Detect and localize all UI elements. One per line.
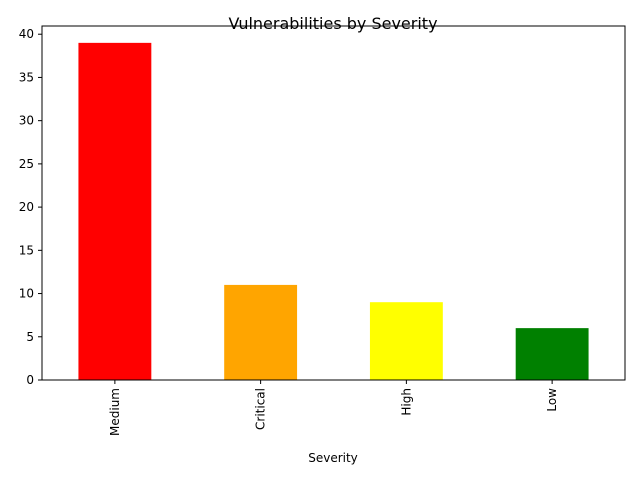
- y-tick-label: 25: [19, 157, 34, 171]
- y-tick-label: 5: [26, 330, 34, 344]
- y-tick-label: 40: [19, 27, 34, 41]
- x-tick-label: Critical: [254, 388, 268, 430]
- x-tick-label: Medium: [108, 388, 122, 436]
- y-axis: 0 5 10 15 20 25 30 35 40: [19, 27, 42, 387]
- x-tick-label: High: [399, 388, 413, 416]
- y-tick-label: 20: [19, 200, 34, 214]
- y-tick-label: 30: [19, 114, 34, 128]
- y-tick-label: 0: [26, 373, 34, 387]
- x-tick-label: Low: [545, 388, 559, 412]
- y-tick-label: 15: [19, 243, 34, 257]
- bar-low: [515, 328, 589, 380]
- y-tick-label: 10: [19, 287, 34, 301]
- bar-critical: [224, 284, 298, 380]
- x-axis: Medium Critical High Low: [108, 380, 559, 436]
- chart-title: Vulnerabilities by Severity: [228, 14, 437, 33]
- plot-frame: [41, 25, 626, 381]
- y-tick-label: 35: [19, 70, 34, 84]
- bar-medium: [78, 42, 152, 381]
- bars-group: [78, 42, 589, 381]
- x-axis-label: Severity: [308, 451, 358, 465]
- bar-high: [369, 302, 443, 380]
